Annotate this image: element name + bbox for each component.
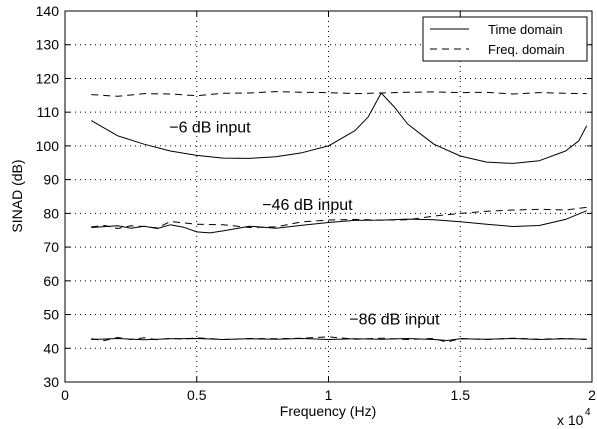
x-tick-label: 1: [325, 387, 333, 403]
y-tick-label: 30: [43, 374, 59, 390]
y-tick-label: 50: [43, 307, 59, 323]
x-axis-label: Frequency (Hz): [280, 403, 376, 419]
y-tick-label: 100: [36, 138, 60, 154]
legend-box: [422, 16, 588, 62]
x-tick-label: 1.5: [451, 387, 471, 403]
y-axis-label: SINAD (dB): [9, 159, 25, 232]
grid: [65, 11, 592, 382]
x-multiplier-label: x 10: [557, 412, 584, 428]
y-tick-label: 90: [43, 172, 59, 188]
x-tick-label: 2: [588, 387, 596, 403]
x-multiplier-exponent: 4: [585, 407, 591, 418]
series-annotation: −6 dB input: [169, 119, 251, 136]
x-tick-label: 0.5: [187, 387, 207, 403]
series-annotation: −86 dB input: [349, 312, 440, 329]
y-tick-label: 70: [43, 239, 59, 255]
y-tick-label: 120: [36, 70, 60, 86]
y-tick-label: 140: [36, 3, 60, 19]
annotations: −6 dB input −46 dB input −86 dB input: [169, 119, 440, 328]
series-line-freq-domain: [91, 336, 587, 343]
series-annotation: −46 dB input: [262, 197, 353, 214]
x-tick-label: 0: [61, 387, 69, 403]
y-tick-label: 80: [43, 205, 59, 221]
legend-label-time-domain: Time domain: [488, 22, 563, 37]
y-tick-label: 110: [37, 104, 60, 120]
y-tick-label: 130: [36, 37, 60, 53]
legend: Time domain Freq. domain: [422, 16, 588, 62]
y-tick-label: 60: [43, 273, 59, 289]
series-layer: [91, 91, 588, 343]
series-line-freq-domain: [91, 206, 587, 229]
y-tick-label: 40: [43, 340, 59, 356]
ticks: 0 0.5 1 1.5 2 30 40 50 60 70 80 90 100 110 120 130 140: [36, 3, 596, 403]
series-line-time-domain: [91, 92, 588, 164]
legend-label-freq-domain: Freq. domain: [488, 42, 565, 57]
